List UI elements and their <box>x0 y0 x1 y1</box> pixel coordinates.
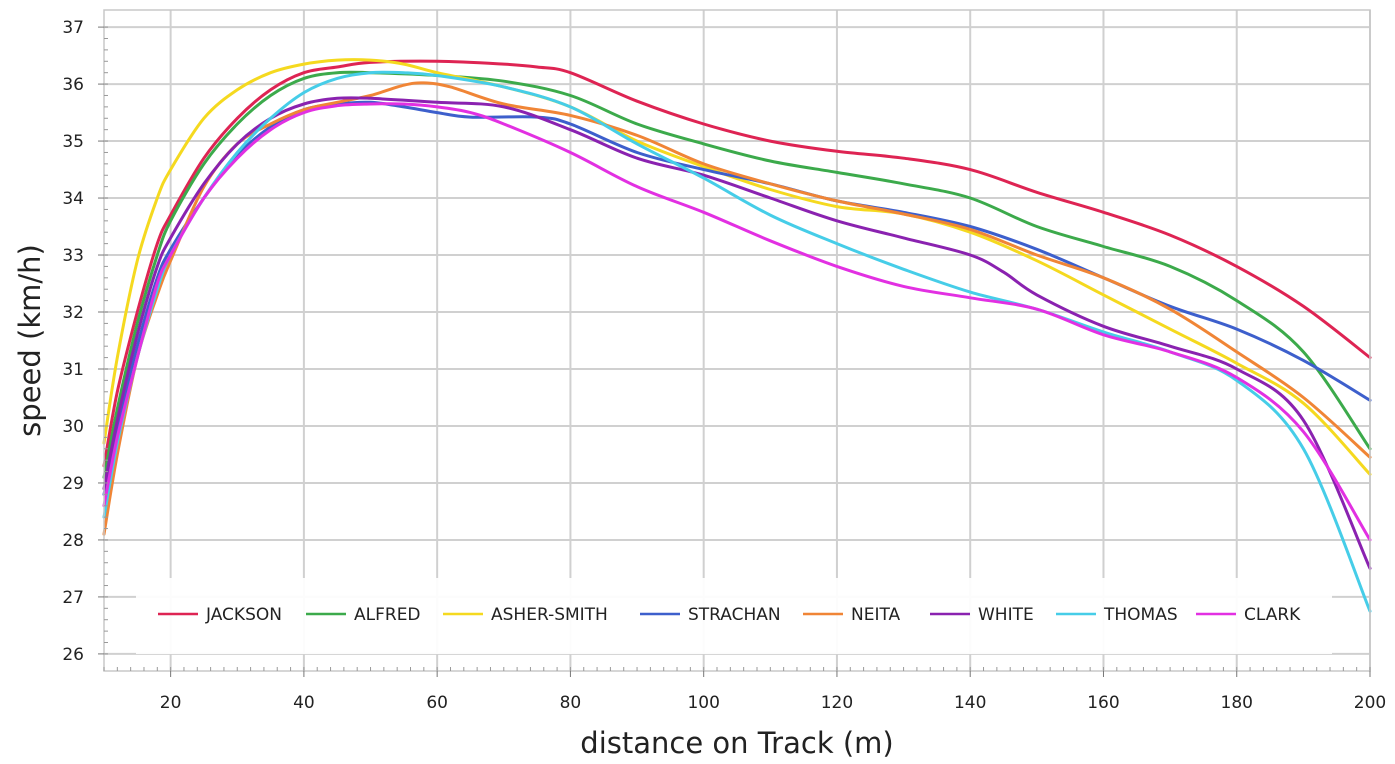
legend-label: ASHER-SMITH <box>491 605 608 625</box>
x-tick-label: 200 <box>1354 693 1386 713</box>
y-axis-title: speed (km/h) <box>13 244 47 437</box>
legend-item-jackson[interactable]: JACKSON <box>158 605 282 625</box>
legend-label: CLARK <box>1244 605 1301 625</box>
y-tick-label: 28 <box>62 531 84 551</box>
series-lines <box>102 58 1372 613</box>
series-line-jackson[interactable] <box>102 59 1372 468</box>
x-tick-label: 160 <box>1087 693 1119 713</box>
y-tick-label: 37 <box>62 18 84 38</box>
series-line-white[interactable] <box>102 96 1372 570</box>
legend-label: WHITE <box>978 605 1034 625</box>
y-tick-label: 33 <box>62 246 84 266</box>
legend-item-alfred[interactable]: ALFRED <box>306 605 421 625</box>
y-tick-label: 29 <box>62 474 84 494</box>
y-tick-label: 31 <box>62 360 84 380</box>
y-axis-ticks: 26 27 28 29 30 31 32 33 34 35 36 37 <box>62 18 104 665</box>
y-tick-label: 32 <box>62 303 84 323</box>
y-tick-label: 34 <box>62 189 84 209</box>
minor-ticks <box>103 26 1371 671</box>
x-tick-label: 20 <box>160 693 182 713</box>
x-tick-label: 40 <box>293 693 315 713</box>
legend-label: THOMAS <box>1103 605 1178 625</box>
y-tick-label: 27 <box>62 588 84 608</box>
x-tick-label: 60 <box>426 693 448 713</box>
x-tick-label: 120 <box>821 693 853 713</box>
legend[interactable]: JACKSON ALFRED ASHER-SMITH STRACHAN NEITA WHI… <box>158 605 1301 625</box>
plot-frame <box>103 9 1371 672</box>
y-tick-label: 30 <box>62 417 84 437</box>
legend-label: ALFRED <box>354 605 421 625</box>
x-tick-label: 180 <box>1221 693 1253 713</box>
legend-background <box>136 578 1332 654</box>
legend-label: STRACHAN <box>688 605 781 625</box>
legend-item-asher-smith[interactable]: ASHER-SMITH <box>443 605 608 625</box>
legend-item-strachan[interactable]: STRACHAN <box>640 605 781 625</box>
legend-label: NEITA <box>851 605 901 625</box>
legend-item-thomas[interactable]: THOMAS <box>1056 605 1178 625</box>
x-tick-label: 100 <box>687 693 719 713</box>
legend-item-white[interactable]: WHITE <box>930 605 1034 625</box>
x-tick-label: 140 <box>954 693 986 713</box>
x-tick-label: 80 <box>560 693 582 713</box>
y-tick-label: 35 <box>62 132 84 152</box>
y-tick-label: 26 <box>62 645 84 665</box>
series-line-alfred[interactable] <box>102 70 1372 479</box>
series-line-clark[interactable] <box>102 102 1372 542</box>
x-axis-ticks: 20 40 60 80 100 120 140 160 180 200 <box>160 671 1386 713</box>
x-axis-title: distance on Track (m) <box>580 726 893 760</box>
y-tick-label: 36 <box>62 75 84 95</box>
legend-item-neita[interactable]: NEITA <box>803 605 901 625</box>
legend-label: JACKSON <box>205 605 282 625</box>
legend-item-clark[interactable]: CLARK <box>1196 605 1301 625</box>
